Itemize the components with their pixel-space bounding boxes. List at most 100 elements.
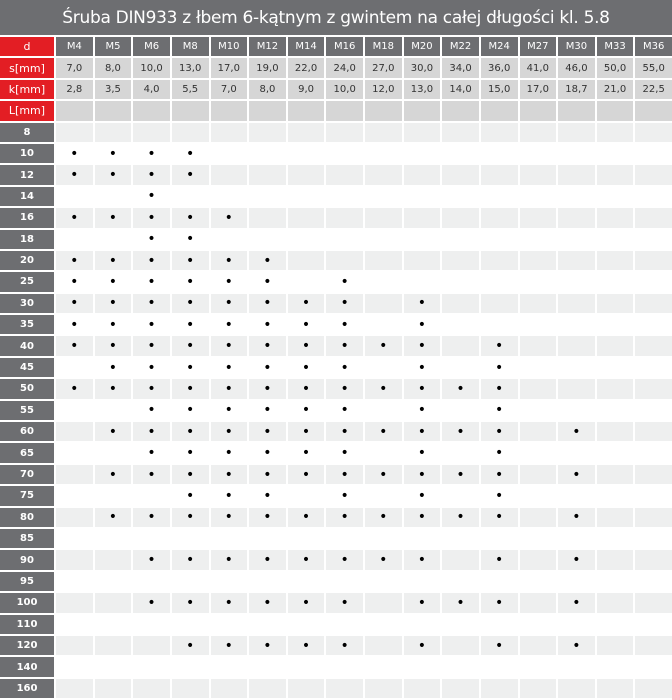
table-cell	[403, 272, 441, 292]
table-cell: •	[94, 357, 132, 378]
table-cell	[210, 657, 248, 677]
table-cell	[558, 614, 595, 634]
table-cell: •	[326, 593, 363, 613]
table-cell	[519, 593, 557, 613]
table-cell: •	[94, 293, 132, 314]
availability-dot-icon: •	[340, 359, 349, 376]
table-cell: •	[171, 422, 209, 442]
table-cell	[635, 208, 672, 228]
table-cell	[596, 464, 634, 485]
table-cell	[558, 229, 595, 249]
table-cell: •	[403, 443, 441, 463]
table-cell: •	[171, 486, 209, 506]
availability-dot-icon: •	[70, 338, 79, 355]
table-cell: •	[56, 336, 93, 356]
table-cell	[133, 635, 170, 656]
table-cell: •	[249, 443, 286, 463]
table-cell: •	[210, 443, 248, 463]
table-cell	[56, 528, 93, 549]
table-cell	[558, 443, 595, 463]
table-cell	[442, 293, 479, 314]
table-cell	[249, 208, 286, 228]
table-cell	[56, 443, 93, 463]
table-cell	[210, 122, 248, 142]
table-cell: •	[249, 486, 286, 506]
spec-value: 19,0	[249, 58, 286, 78]
table-cell	[94, 614, 132, 634]
table-cell: •	[403, 507, 441, 527]
table-cell	[365, 486, 402, 506]
table-cell	[326, 250, 363, 271]
availability-dot-icon: •	[147, 209, 156, 226]
table-cell	[480, 250, 518, 271]
availability-dot-icon: •	[379, 509, 388, 526]
table-cell	[94, 229, 132, 249]
table-cell	[442, 571, 479, 592]
table-cell: •	[480, 357, 518, 378]
table-cell	[56, 186, 93, 207]
row-length-label: 55	[0, 400, 54, 421]
table-cell	[94, 528, 132, 549]
table-cell	[519, 422, 557, 442]
d-label: d	[0, 37, 54, 57]
row-length-label: 120	[0, 635, 54, 656]
table-cell	[480, 143, 518, 164]
table-cell: •	[326, 315, 363, 335]
table-cell	[326, 678, 363, 699]
availability-dot-icon: •	[417, 466, 427, 483]
table-cell	[442, 400, 479, 421]
availability-dot-icon: •	[108, 295, 118, 312]
table-cell	[635, 486, 672, 506]
table-cell: •	[403, 550, 441, 570]
table-cell: •	[287, 315, 325, 335]
table-cell: •	[287, 635, 325, 656]
length-header-cell	[287, 101, 325, 121]
table-cell: •	[94, 272, 132, 292]
size-header-M12: M12	[249, 37, 286, 57]
availability-dot-icon: •	[495, 338, 504, 355]
availability-dot-icon: •	[70, 145, 79, 162]
table-cell	[635, 143, 672, 164]
availability-dot-icon: •	[572, 509, 581, 526]
table-cell	[519, 678, 557, 699]
availability-dot-icon: •	[108, 338, 118, 355]
row-length-label: 95	[0, 571, 54, 592]
availability-dot-icon: •	[147, 167, 156, 184]
table-cell: •	[210, 250, 248, 271]
length-header-cell	[596, 101, 634, 121]
table-cell: •	[249, 464, 286, 485]
table-cell: •	[558, 635, 595, 656]
row-length-label: 40	[0, 336, 54, 356]
table-cell	[326, 186, 363, 207]
table-cell	[365, 122, 402, 142]
table-cell	[635, 614, 672, 634]
table-cell	[403, 657, 441, 677]
table-cell	[519, 550, 557, 570]
spec-value: 34,0	[442, 58, 479, 78]
table-cell	[519, 635, 557, 656]
table-cell	[596, 443, 634, 463]
table-cell: •	[133, 186, 170, 207]
availability-dot-icon: •	[263, 509, 272, 526]
availability-dot-icon: •	[417, 402, 427, 419]
table-cell	[326, 122, 363, 142]
table-cell	[56, 593, 93, 613]
table-cell	[519, 208, 557, 228]
table-cell	[519, 486, 557, 506]
table-cell: •	[403, 635, 441, 656]
table-cell	[596, 208, 634, 228]
availability-dot-icon: •	[417, 359, 427, 376]
table-cell	[56, 635, 93, 656]
availability-dot-icon: •	[340, 445, 349, 462]
table-cell	[558, 486, 595, 506]
table-cell	[210, 528, 248, 549]
spec-value: 4,0	[133, 79, 170, 100]
availability-dot-icon: •	[379, 466, 388, 483]
table-cell	[442, 229, 479, 249]
size-header-M10: M10	[210, 37, 248, 57]
availability-dot-icon: •	[224, 423, 233, 440]
table-cell: •	[480, 464, 518, 485]
length-header-cell	[249, 101, 286, 121]
table-cell: •	[210, 550, 248, 570]
table-cell: •	[480, 336, 518, 356]
